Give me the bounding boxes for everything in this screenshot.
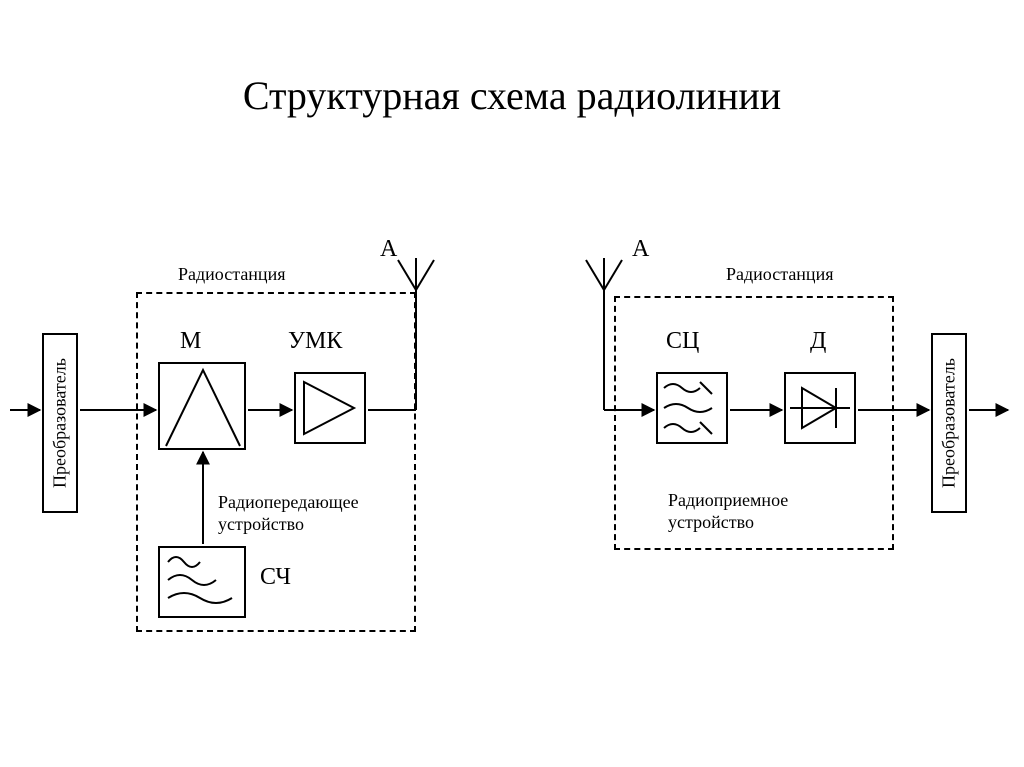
tx-device-label-2: устройство (218, 514, 304, 535)
converter-left-box: Преобразователь (42, 333, 78, 513)
antenna-right-label: А (632, 236, 649, 263)
radiostation-right-label: Радиостанция (726, 264, 833, 285)
converter-left-label: Преобразователь (44, 335, 76, 511)
amplifier-label: УМК (288, 328, 342, 355)
converter-right-box: Преобразователь (931, 333, 967, 513)
tx-device-label-1: Радиопередающее (218, 492, 359, 513)
antenna-left-label: А (380, 236, 397, 263)
rx-device-label-1: Радиоприемное (668, 490, 788, 511)
page-title: Структурная схема радиолинии (0, 72, 1024, 119)
detector-label: Д (810, 328, 826, 355)
rx-device-label-2: устройство (668, 512, 754, 533)
modulator-box (158, 362, 246, 450)
converter-right-label: Преобразователь (933, 335, 965, 511)
amplifier-box (294, 372, 366, 444)
sch-box (158, 546, 246, 618)
radiostation-left-label: Радиостанция (178, 264, 285, 285)
detector-box (784, 372, 856, 444)
sch-label: СЧ (260, 564, 291, 591)
diagram-canvas: Структурная схема радиолинии Преобразова… (0, 0, 1024, 767)
modulator-label: М (180, 328, 201, 355)
sts-box (656, 372, 728, 444)
sts-label: СЦ (666, 328, 699, 355)
